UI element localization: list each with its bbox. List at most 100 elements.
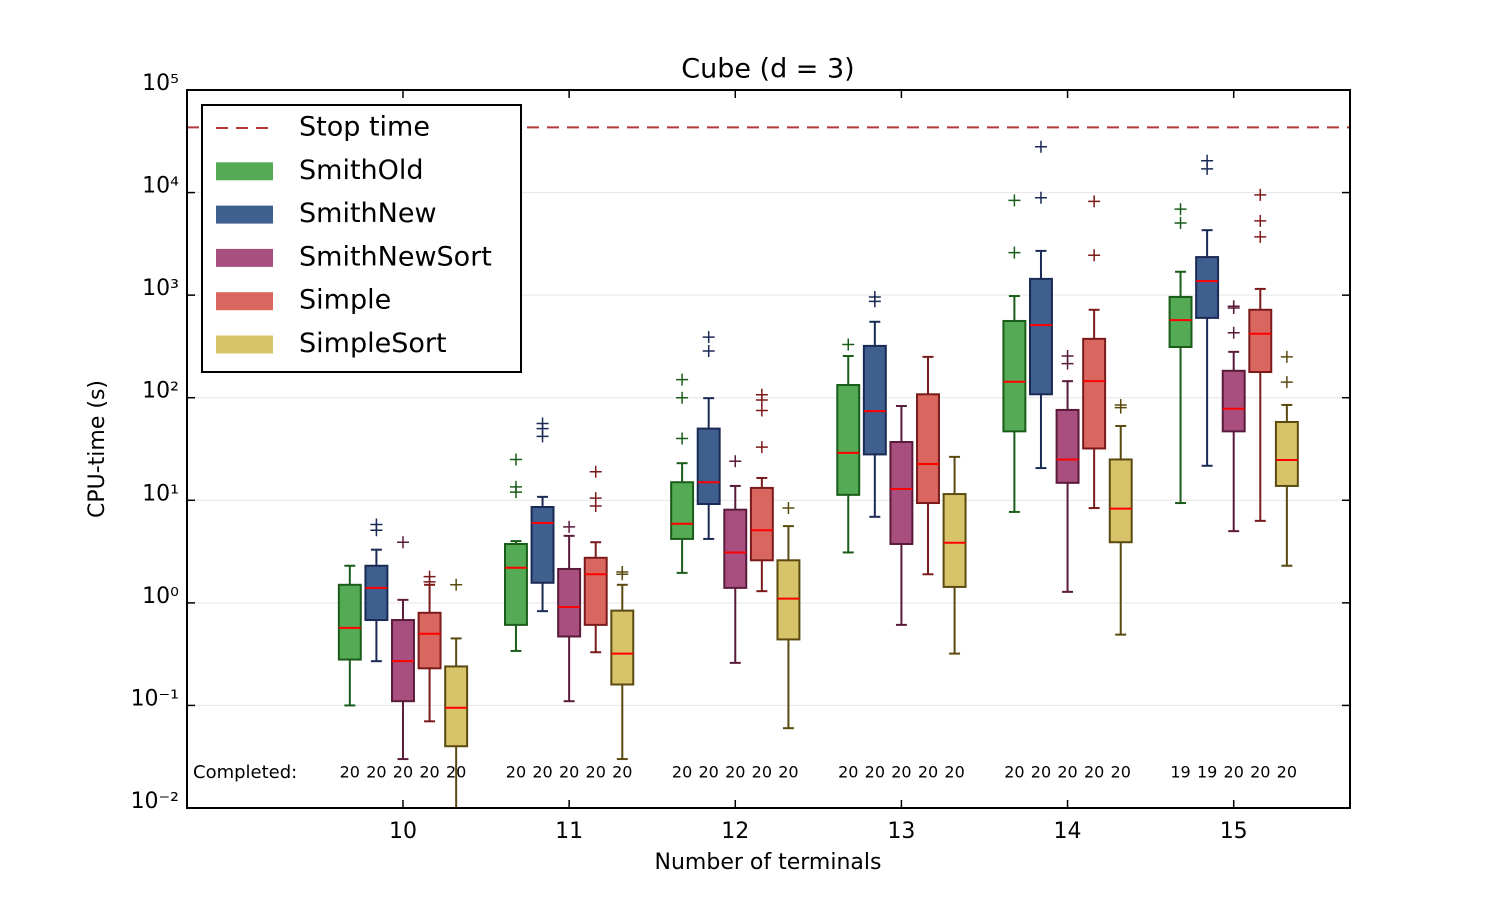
flier — [676, 391, 689, 404]
box — [417, 611, 442, 670]
flier — [755, 404, 768, 417]
legend-label: SimpleSort — [299, 328, 447, 359]
y-tick-label: 10⁻² — [131, 789, 179, 814]
flier — [1254, 230, 1267, 243]
completed-count: 20 — [366, 763, 386, 782]
box — [337, 583, 362, 661]
flier — [868, 295, 881, 308]
legend-label: Simple — [299, 285, 391, 316]
flier — [842, 338, 855, 351]
y-tick-label: 10³ — [142, 276, 179, 301]
completed-count: 20 — [532, 763, 552, 782]
completed-count: 20 — [1277, 763, 1297, 782]
flier — [1034, 191, 1047, 204]
flier — [702, 345, 715, 358]
legend-swatch — [216, 292, 273, 311]
y-tick-label: 10⁻¹ — [131, 686, 179, 711]
x-tick-label: 10 — [389, 819, 417, 844]
legend-label: SmithNew — [299, 198, 437, 229]
legend-box — [201, 104, 522, 373]
y-tick-label: 10⁵ — [142, 71, 179, 96]
flier — [450, 578, 463, 591]
box — [749, 486, 774, 562]
box — [916, 393, 940, 505]
x-tick-label: 14 — [1054, 819, 1082, 844]
plot-frame — [186, 89, 1351, 809]
flier — [755, 388, 768, 401]
box — [889, 441, 914, 545]
box — [836, 384, 861, 496]
completed-count: 20 — [918, 763, 938, 782]
completed-count: 20 — [699, 763, 719, 782]
completed-count: 20 — [865, 763, 885, 782]
box — [1108, 458, 1133, 544]
y-axis-label: CPU-time (s) — [85, 380, 110, 518]
completed-count: 20 — [1250, 763, 1270, 782]
x-axis-label: Number of terminals — [655, 850, 882, 875]
completed-count: 20 — [393, 763, 413, 782]
box — [1082, 337, 1107, 450]
flier — [729, 455, 742, 468]
legend-swatch — [216, 162, 273, 181]
flier — [589, 465, 602, 478]
flier — [1254, 188, 1267, 201]
completed-count: 20 — [944, 763, 964, 782]
flier — [1280, 376, 1293, 389]
completed-count: 20 — [506, 763, 526, 782]
flier — [676, 373, 689, 386]
flier — [616, 568, 629, 581]
flier — [702, 331, 715, 344]
completed-count: 20 — [419, 763, 439, 782]
flier — [782, 502, 795, 515]
completed-count: 20 — [838, 763, 858, 782]
box — [530, 506, 555, 584]
box — [1029, 277, 1053, 396]
flier — [396, 536, 409, 549]
chart-title: Cube (d = 3) — [681, 54, 854, 85]
x-tick-label: 12 — [721, 819, 749, 844]
completed-count: 20 — [1004, 763, 1024, 782]
flier — [1114, 398, 1127, 411]
box — [670, 481, 695, 540]
box — [503, 542, 528, 626]
legend-swatch — [216, 335, 273, 354]
x-tick-label: 15 — [1220, 819, 1248, 844]
flier — [589, 499, 602, 512]
y-tick-label: 10⁴ — [142, 174, 179, 199]
box — [444, 665, 469, 748]
box — [583, 556, 608, 626]
box — [1055, 408, 1080, 484]
flier — [509, 453, 522, 466]
flier — [1088, 195, 1101, 208]
y-tick-label: 10⁰ — [142, 584, 179, 609]
box — [776, 559, 801, 641]
legend-label: SmithOld — [299, 155, 424, 186]
completed-count: 20 — [446, 763, 466, 782]
flier — [509, 486, 522, 499]
completed-count: 20 — [1084, 763, 1104, 782]
completed-count: 20 — [778, 763, 798, 782]
flier — [1254, 214, 1267, 227]
flier — [1280, 350, 1293, 363]
box — [610, 609, 635, 686]
completed-count: 20 — [725, 763, 745, 782]
completed-count: 20 — [586, 763, 606, 782]
x-tick-label: 13 — [887, 819, 915, 844]
completed-count: 20 — [1031, 763, 1051, 782]
legend-swatch — [216, 248, 273, 267]
flier — [423, 575, 436, 588]
flier — [1174, 217, 1187, 230]
box — [696, 427, 721, 506]
flier — [1061, 357, 1074, 370]
legend-swatch — [216, 205, 273, 224]
flier — [1174, 203, 1187, 216]
x-tick-label: 11 — [555, 819, 583, 844]
completed-count: 20 — [891, 763, 911, 782]
box — [1002, 319, 1027, 433]
box — [723, 508, 748, 589]
completed-count: 19 — [1170, 763, 1190, 782]
completed-count: 20 — [1057, 763, 1077, 782]
box — [1168, 295, 1193, 349]
box — [1221, 369, 1246, 433]
